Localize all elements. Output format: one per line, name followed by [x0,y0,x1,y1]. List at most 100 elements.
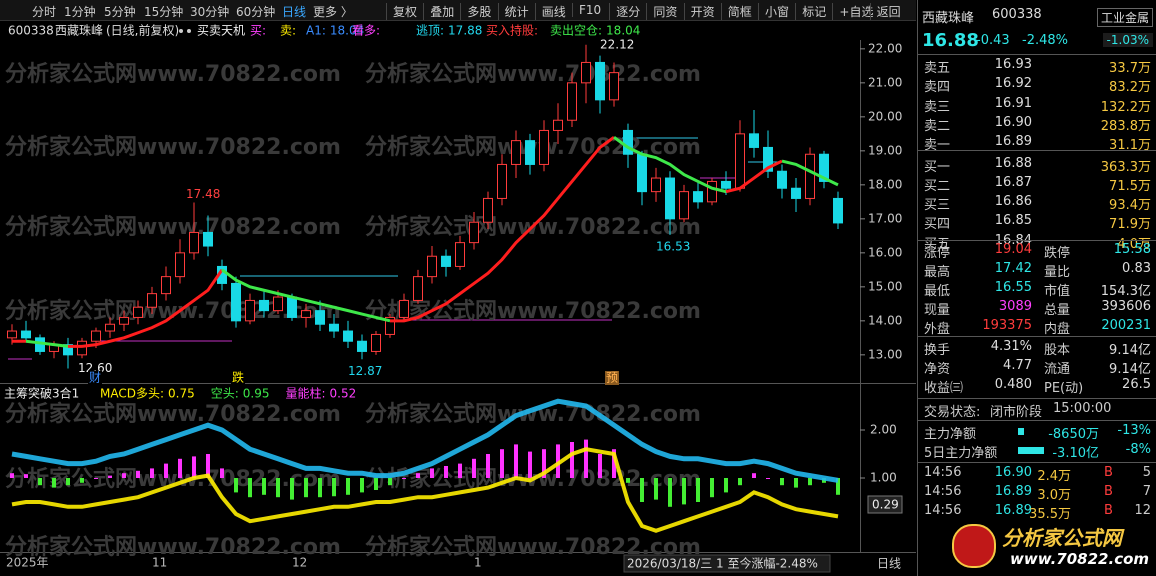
period-tab[interactable]: 5分钟 [104,5,136,19]
stat-value: 4.31% [990,339,1032,354]
toolbar-button[interactable]: 统计 [497,3,529,20]
candle-body [161,276,171,295]
energy-bar [192,456,196,478]
toolbar-button[interactable]: 开资 [683,3,715,20]
trade-side: B [1104,503,1113,518]
y-tick-label: 19.00 [868,143,902,157]
signal-value: 18.04 [330,24,364,38]
period-tab[interactable]: 日线 [282,5,307,19]
last-value: 0.29 [872,498,899,512]
watermark: 分析家公式网www.70822.com [365,298,701,324]
trade-price: 16.89 [994,484,1032,499]
logo-url: www.70822.com [1010,550,1150,568]
trade-time: 14:56 [924,465,962,480]
period-tab[interactable]: 30分钟 [190,5,230,19]
energy-bar [94,478,98,479]
period-tab[interactable]: 分时 [32,5,57,19]
period-tab[interactable]: 60分钟 [236,5,276,19]
book-volume: 71.9万 [1109,217,1151,233]
event-marker [88,371,102,385]
stat-value: 0.83 [1122,261,1151,276]
signal-label: 卖: [280,24,296,38]
flow-bar [1018,428,1024,435]
candle-body [119,316,129,325]
energy-bar [584,439,588,478]
toolbar-button[interactable]: 小窗 [758,3,789,20]
period-tab[interactable]: 更多 〉 [313,5,353,19]
energy-bar [514,444,518,478]
energy-bar [66,478,70,486]
trend-line [25,339,69,348]
watermark: 分析家公式网www.70822.com [5,134,341,160]
divider [918,240,1156,241]
toolbar-button[interactable]: 返回 [869,3,901,20]
book-label: 卖四 [924,80,951,96]
book-label: 卖三 [924,99,951,115]
stat-value: 16.55 [994,280,1032,295]
book-volume: 283.8万 [1100,118,1151,134]
candle-body [77,340,87,356]
energy-bar [136,470,140,478]
toolbar-button[interactable]: 画线 [534,3,566,20]
sub-title: 主筹突破3合1 [4,386,79,401]
x-tick-label: 1 [474,556,482,570]
book-label: 买四 [924,217,951,233]
energy-bar [416,473,420,478]
candle-body [609,72,619,101]
value-box [867,495,903,514]
period-tab[interactable]: 15分钟 [144,5,184,19]
book-label: 买二 [924,178,951,194]
x-tick-label: 2025年 [6,556,49,570]
candle-body [553,119,563,131]
x-tick-label: 11 [152,556,167,570]
watermark: 分析家公式网www.70822.com [5,534,341,560]
energy-bar [570,442,574,478]
stat-value: 393606 [1101,299,1151,314]
y-tick-label: 20.00 [868,109,902,123]
trade-count: 7 [1142,484,1151,499]
candle-body [413,276,423,301]
candle-body [91,330,101,342]
toolbar-button[interactable]: 复权 [386,3,417,20]
book-price: 16.86 [994,194,1032,210]
toolbar-button[interactable]: 叠加 [423,3,454,20]
period-tab[interactable]: 1分钟 [64,5,96,19]
toolbar-button[interactable]: +自选 [832,3,873,20]
energy-bar [738,478,742,486]
toolbar-button[interactable]: 标记 [795,3,826,20]
signal-label: 逃顶: [416,24,444,38]
book-label: 买三 [924,198,951,214]
stat-value: 0.480 [994,377,1032,392]
toolbar-button[interactable]: F10 [572,3,601,17]
indicator-name: MACD多头: [100,387,164,401]
stat-value: 15.58 [1113,242,1151,257]
stat-label: 外盘 [924,322,951,337]
book-price: 16.93 [994,57,1032,72]
book-label: 买一 [924,159,951,175]
toolbar-button[interactable]: 同资 [646,3,677,20]
price-annotation: 16.53 [656,239,690,253]
toolbar-button[interactable]: 多股 [460,3,491,20]
change-pct: -2.48% [1022,33,1068,48]
candle-body [819,153,829,182]
dot-icon [179,29,183,33]
energy-bar [528,451,532,478]
toolbar-button[interactable]: 逐分 [609,3,640,20]
divider [918,150,1156,151]
toolbar-button[interactable]: 简框 [720,3,752,20]
stat-label: 股本 [1044,343,1071,358]
energy-bar [164,463,168,478]
signal-label: 卖出空仓: [550,24,602,38]
book-label: 卖一 [924,138,951,154]
trade-count: 5 [1142,465,1151,480]
book-label: 卖五 [924,61,951,76]
trade-price: 16.89 [994,503,1032,518]
candle-body [679,191,689,220]
energy-bar [360,478,364,493]
energy-bar [276,478,280,498]
stat-value: 200231 [1101,318,1151,333]
trend-line [781,159,839,187]
candle-body [21,330,31,339]
energy-bar [122,473,126,478]
